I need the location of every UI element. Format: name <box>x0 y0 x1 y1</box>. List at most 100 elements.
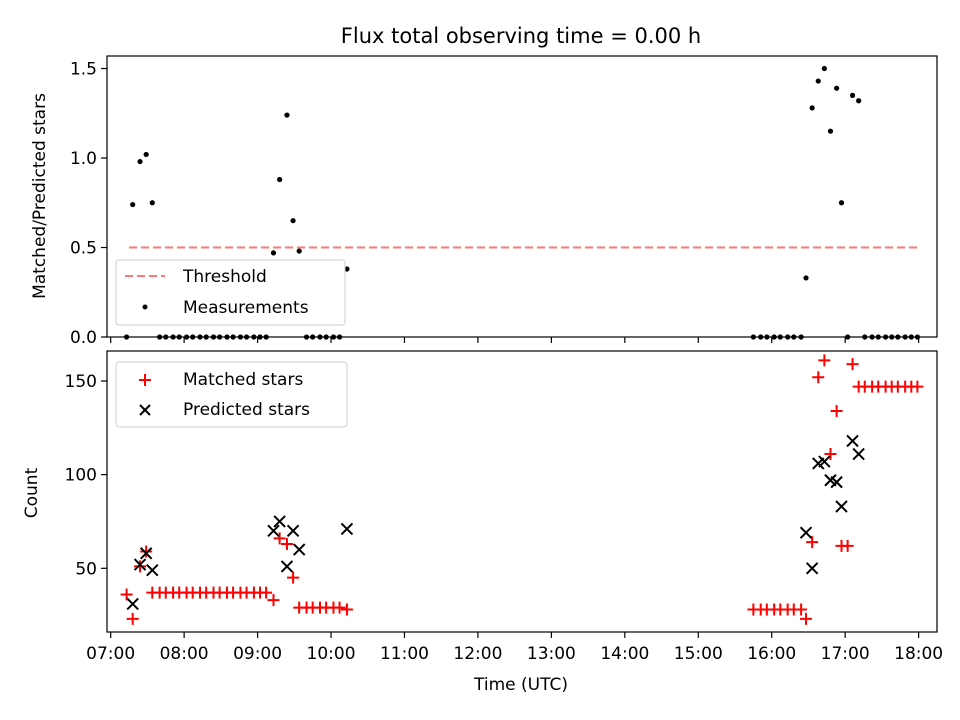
measurement-point <box>862 334 868 340</box>
matched-star-point <box>795 603 808 616</box>
measurement-point <box>143 151 149 158</box>
measurement-point <box>317 334 323 340</box>
measurement-point <box>263 334 269 340</box>
bottom-x-axis-label: Time (UTC) <box>473 675 568 695</box>
measurement-point <box>908 334 914 340</box>
x-tick-label: 17:00 <box>821 644 870 664</box>
predicted-star-point <box>146 563 159 577</box>
measurement-point <box>296 248 302 254</box>
bottom-legend-box <box>115 361 348 428</box>
x-tick-label: 09:00 <box>233 644 282 664</box>
x-tick-label: 11:00 <box>380 644 429 664</box>
measurement-point <box>882 334 889 340</box>
matched-stars-legend-swatch <box>139 374 151 386</box>
top-panel: 0.0 0.5 1.0 1.5 Matched/Predicted stars Thr… <box>30 55 938 348</box>
measurement-point <box>771 334 777 340</box>
measurement-point <box>914 334 921 340</box>
predicted-star-point <box>852 447 865 461</box>
predicted-star-point <box>292 543 306 556</box>
predicted-stars-legend-label: Predicted stars <box>183 400 310 420</box>
top-legend: Threshold Measurements <box>115 259 346 326</box>
measurement-point <box>197 334 203 340</box>
measurement-point <box>163 334 169 340</box>
measurements-legend-swatch <box>142 304 148 310</box>
measurement-point <box>277 176 283 183</box>
measurement-point <box>791 334 797 340</box>
y-tick-label: 1.0 <box>70 149 97 169</box>
top-y-axis-label: Matched/Predicted stars <box>30 93 50 299</box>
measurements-points <box>123 65 921 340</box>
measurement-point <box>176 334 182 340</box>
predicted-star-point <box>799 526 813 539</box>
x-tick-label: 15:00 <box>674 644 723 664</box>
measurement-point <box>251 334 257 340</box>
measurement-point <box>303 334 310 340</box>
x-tick-label: 12:00 <box>453 644 502 664</box>
measurement-point <box>210 334 217 340</box>
x-tick-label: 13:00 <box>527 644 576 664</box>
measurement-point <box>284 112 290 118</box>
measurement-point <box>243 334 250 340</box>
predicted-star-point <box>280 560 294 573</box>
bottom-y-axis-label: Count <box>22 467 42 518</box>
measurement-point <box>137 158 143 165</box>
bottom-legend: Matched stars Predicted stars <box>115 361 348 428</box>
measurement-point <box>827 128 834 134</box>
measurement-point <box>798 334 804 340</box>
measurement-point <box>237 334 244 340</box>
measurement-point <box>203 334 209 340</box>
measurement-point <box>170 334 176 340</box>
predicted-star-point <box>805 562 819 575</box>
figure-title: Flux total observing time = 0.00 h <box>341 24 701 48</box>
measurement-point <box>803 275 809 281</box>
matched-star-point <box>273 532 286 545</box>
measurement-point <box>257 334 263 340</box>
matched-star-point <box>126 612 139 625</box>
x-tick-label: 08:00 <box>160 644 209 664</box>
measurement-point <box>270 250 277 256</box>
count-points <box>120 354 924 625</box>
x-tick-label: 16:00 <box>747 644 796 664</box>
measurement-point <box>895 334 901 340</box>
predicted-stars-legend-swatch <box>139 404 151 416</box>
measurement-point <box>336 334 343 340</box>
bottom-y-axis: 50 100 150 <box>65 372 107 579</box>
predicted-star-point <box>818 455 831 468</box>
predicted-star-point <box>126 597 139 611</box>
measurement-point <box>183 334 190 340</box>
measurement-point <box>750 334 756 340</box>
matched-star-point <box>818 354 831 367</box>
bottom-x-axis: 07:00 08:00 09:00 10:00 11:00 12:00 13:00 14:00… <box>86 632 943 664</box>
matched-star-point <box>333 601 346 614</box>
measurements-legend-label: Measurements <box>183 298 309 318</box>
measurement-point <box>821 65 827 72</box>
matched-star-point <box>134 560 147 573</box>
bottom-panel: 50 100 150 07:00 08:00 09:00 10:00 11:00 12:00 1… <box>22 350 943 695</box>
predicted-star-point <box>846 434 859 448</box>
y-tick-label: 0.0 <box>70 328 97 348</box>
predicted-star-point <box>835 500 848 513</box>
measurement-point <box>849 92 856 98</box>
matched-star-point <box>287 571 300 584</box>
predicted-star-point <box>273 515 286 528</box>
top-legend-box <box>115 259 346 326</box>
measurement-point <box>310 334 316 340</box>
predicted-star-point <box>830 475 843 489</box>
measurement-point <box>845 334 851 340</box>
matched-star-point <box>340 603 353 616</box>
measurement-point <box>785 334 791 340</box>
measurement-point <box>875 334 881 340</box>
measurement-point <box>834 85 840 91</box>
measurement-point <box>290 218 296 224</box>
measurement-point <box>869 334 875 340</box>
matched-star-point <box>280 537 293 550</box>
matched-star-point <box>830 404 843 417</box>
measurement-point <box>224 334 230 340</box>
measurement-point <box>217 334 223 340</box>
measurement-point <box>130 201 136 208</box>
measurement-point <box>902 334 908 340</box>
matched-star-point <box>806 536 819 549</box>
y-tick-label: 1.5 <box>70 60 97 80</box>
threshold-legend-label: Threshold <box>182 267 267 287</box>
